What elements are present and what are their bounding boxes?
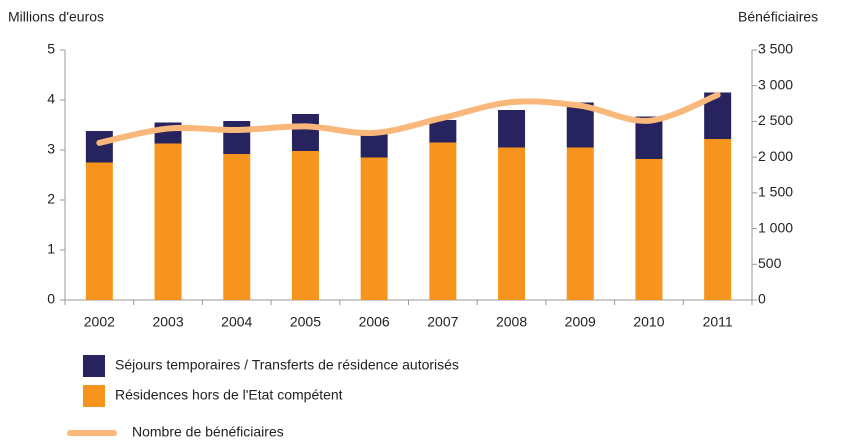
x-tick-label: 2005 [290, 314, 321, 330]
y-axis-title: Millions d'euros [8, 9, 104, 25]
x-tick-label: 2004 [221, 314, 252, 330]
x-tick-label: 2007 [427, 314, 458, 330]
bar [635, 159, 663, 300]
x-tick-label: 2002 [84, 314, 115, 330]
line [96, 92, 721, 146]
y-tick-label: 4 [47, 91, 55, 107]
y-tick-label: 0 [47, 291, 55, 307]
y2-tick-label: 500 [758, 255, 782, 271]
y-tick-label: 3 [47, 141, 55, 157]
x-tick-label: 2009 [565, 314, 596, 330]
y2-axis-title: Bénéficiaires [738, 9, 818, 25]
y2-tick-label: 3 000 [758, 76, 793, 92]
legend-swatch [83, 355, 105, 377]
bar [154, 143, 182, 300]
y2-tick-label: 2 000 [758, 148, 793, 164]
bar [223, 154, 251, 300]
bar [429, 120, 457, 143]
x-tick-label: 2011 [703, 314, 733, 330]
y-tick-label: 1 [47, 241, 55, 257]
y-tick-label: 2 [47, 191, 55, 207]
y-tick-label: 5 [47, 41, 55, 57]
bar [223, 121, 251, 154]
legend-swatch [83, 385, 105, 407]
y2-tick-label: 1 000 [758, 219, 793, 235]
y2-tick-label: 1 500 [758, 184, 793, 200]
x-tick-label: 2008 [496, 314, 527, 330]
bar [85, 162, 113, 300]
y2-tick-label: 3 500 [758, 41, 793, 57]
legend-label: Séjours temporaires / Transferts de rési… [115, 357, 459, 373]
x-tick-label: 2010 [633, 314, 664, 330]
bar [291, 151, 319, 300]
x-tick-label: 2003 [152, 314, 183, 330]
y2-tick-label: 0 [758, 291, 766, 307]
bar [85, 131, 113, 163]
y2-tick-label: 2 500 [758, 112, 793, 128]
bar [704, 139, 732, 300]
legend-label: Nombre de bénéficiaires [132, 424, 284, 437]
bar [498, 110, 526, 148]
bar [566, 147, 594, 300]
legend-label: Résidences hors de l'Etat compétent [115, 387, 343, 403]
x-tick-label: 2006 [359, 314, 390, 330]
bar [498, 147, 526, 300]
bar [291, 114, 319, 151]
bar [429, 142, 457, 300]
bar [360, 157, 388, 300]
bar [360, 133, 388, 158]
